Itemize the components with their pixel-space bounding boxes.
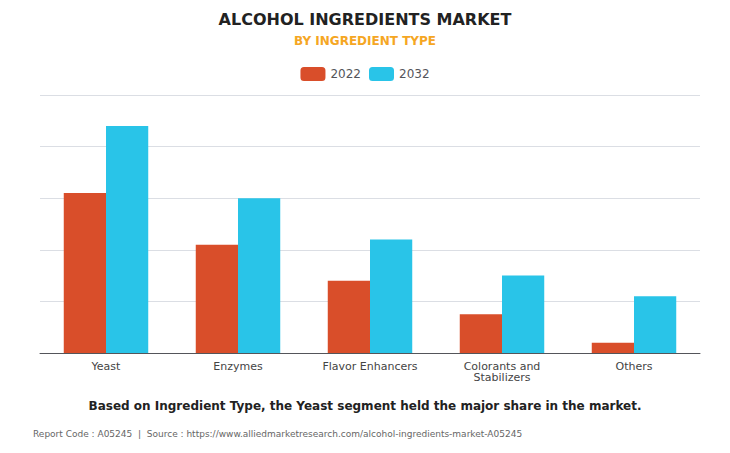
svg-text:Based on Ingredient Type, the: Based on Ingredient Type, the Yeast segm… [89, 399, 642, 413]
svg-text:ALCOHOL INGREDIENTS MARKET: ALCOHOL INGREDIENTS MARKET [219, 10, 512, 29]
svg-text:Others: Others [616, 360, 653, 373]
svg-text:2032: 2032 [399, 67, 430, 81]
svg-text:2022: 2022 [330, 67, 361, 81]
svg-text:Colorants and: Colorants and [463, 360, 541, 373]
svg-text:Report Code : A05245 | Sourc: Report Code : A05245 | Source : https://… [33, 429, 522, 439]
svg-text:Stabilizers: Stabilizers [474, 371, 531, 384]
svg-text:Enzymes: Enzymes [213, 360, 263, 373]
svg-text:BY INGREDIENT TYPE: BY INGREDIENT TYPE [294, 34, 436, 48]
svg-text:Yeast: Yeast [91, 360, 121, 373]
svg-text:Flavor Enhancers: Flavor Enhancers [322, 360, 417, 373]
